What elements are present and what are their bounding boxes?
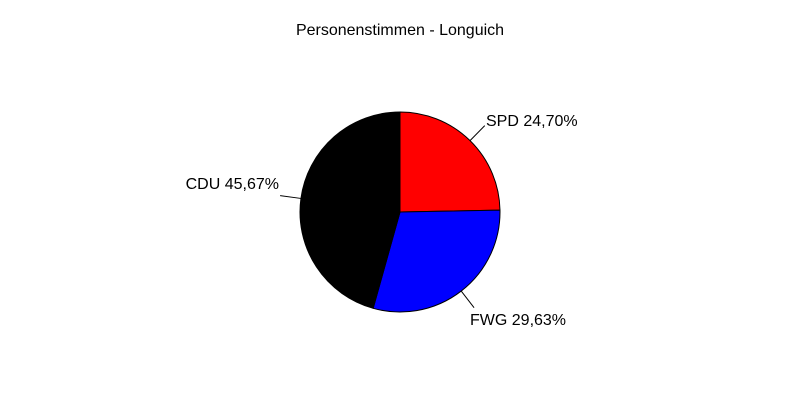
pie-slice-spd: [399, 111, 501, 213]
slice-label-fwg: FWG 29,63%: [470, 312, 566, 329]
pie-slice-fwg: [372, 209, 501, 313]
chart-title: Personenstimmen - Longuich: [296, 22, 504, 39]
pie-slice-cdu: [299, 111, 401, 309]
leader-line-fwg: [460, 290, 475, 308]
leader-line-spd: [469, 125, 486, 141]
leader-lines: [280, 125, 486, 308]
slice-label-spd: SPD 24,70%: [486, 113, 578, 130]
pie-slices: [299, 111, 501, 313]
leader-line-cdu: [280, 195, 301, 199]
slice-label-cdu: CDU 45,67%: [186, 176, 279, 193]
